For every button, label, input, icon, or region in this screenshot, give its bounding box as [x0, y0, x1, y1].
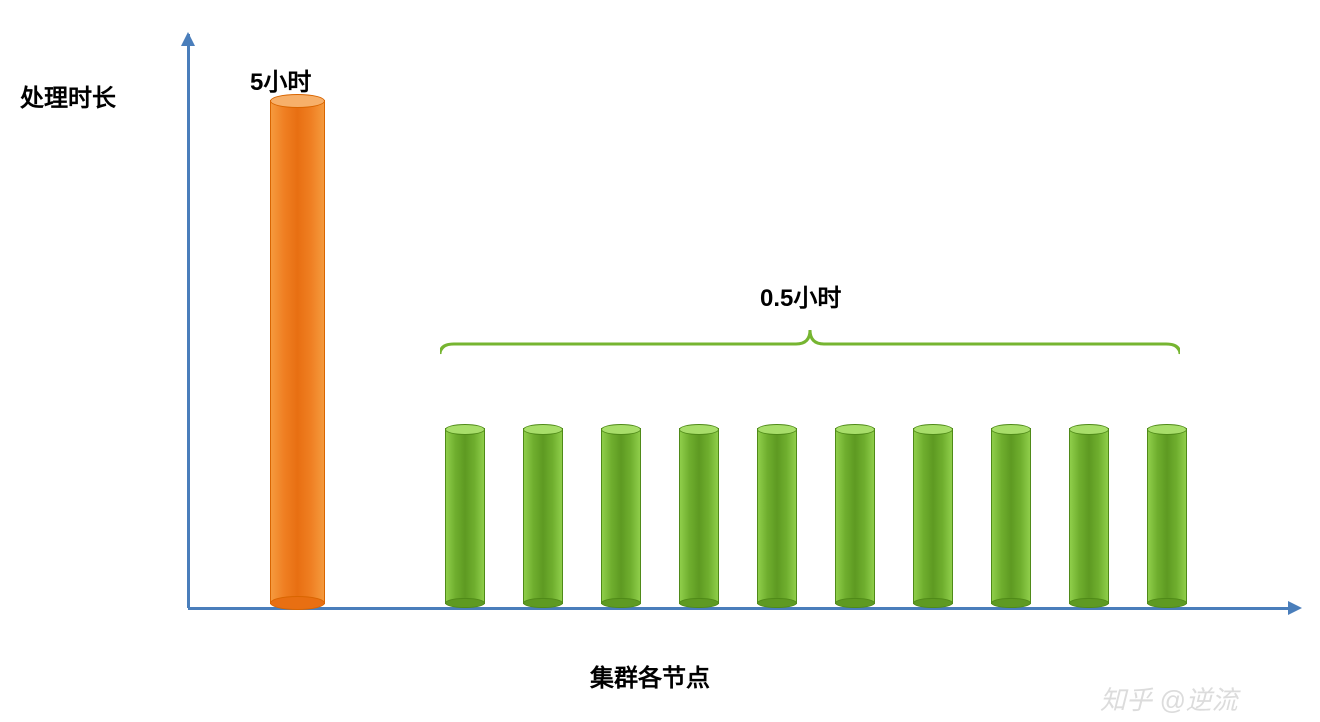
y-axis-line [187, 34, 190, 608]
group-bar-label: 0.5小时 [760, 278, 841, 313]
x-axis-arrow [1288, 601, 1302, 615]
bar-node-1 [445, 424, 485, 604]
watermark: 知乎 @逆流 [1100, 680, 1238, 717]
group-brace [440, 314, 1180, 360]
y-axis-arrow [181, 32, 195, 46]
x-axis-label: 集群各节点 [590, 658, 710, 693]
bar-node-5 [757, 424, 797, 604]
single-bar-label: 5小时 [250, 62, 311, 97]
bar-node-6 [835, 424, 875, 604]
y-axis-label: 处理时长 [20, 78, 116, 113]
bar-node-9 [1069, 424, 1109, 604]
bar-node-3 [601, 424, 641, 604]
x-axis-line [188, 607, 1290, 610]
bar-node-8 [991, 424, 1031, 604]
bar-node-2 [523, 424, 563, 604]
bar-node-10 [1147, 424, 1187, 604]
bar-single [270, 94, 325, 604]
bar-node-7 [913, 424, 953, 604]
bar-node-4 [679, 424, 719, 604]
processing-time-chart: 处理时长 集群各节点 5小时 0.5小时 知乎 @逆流 [0, 0, 1320, 722]
